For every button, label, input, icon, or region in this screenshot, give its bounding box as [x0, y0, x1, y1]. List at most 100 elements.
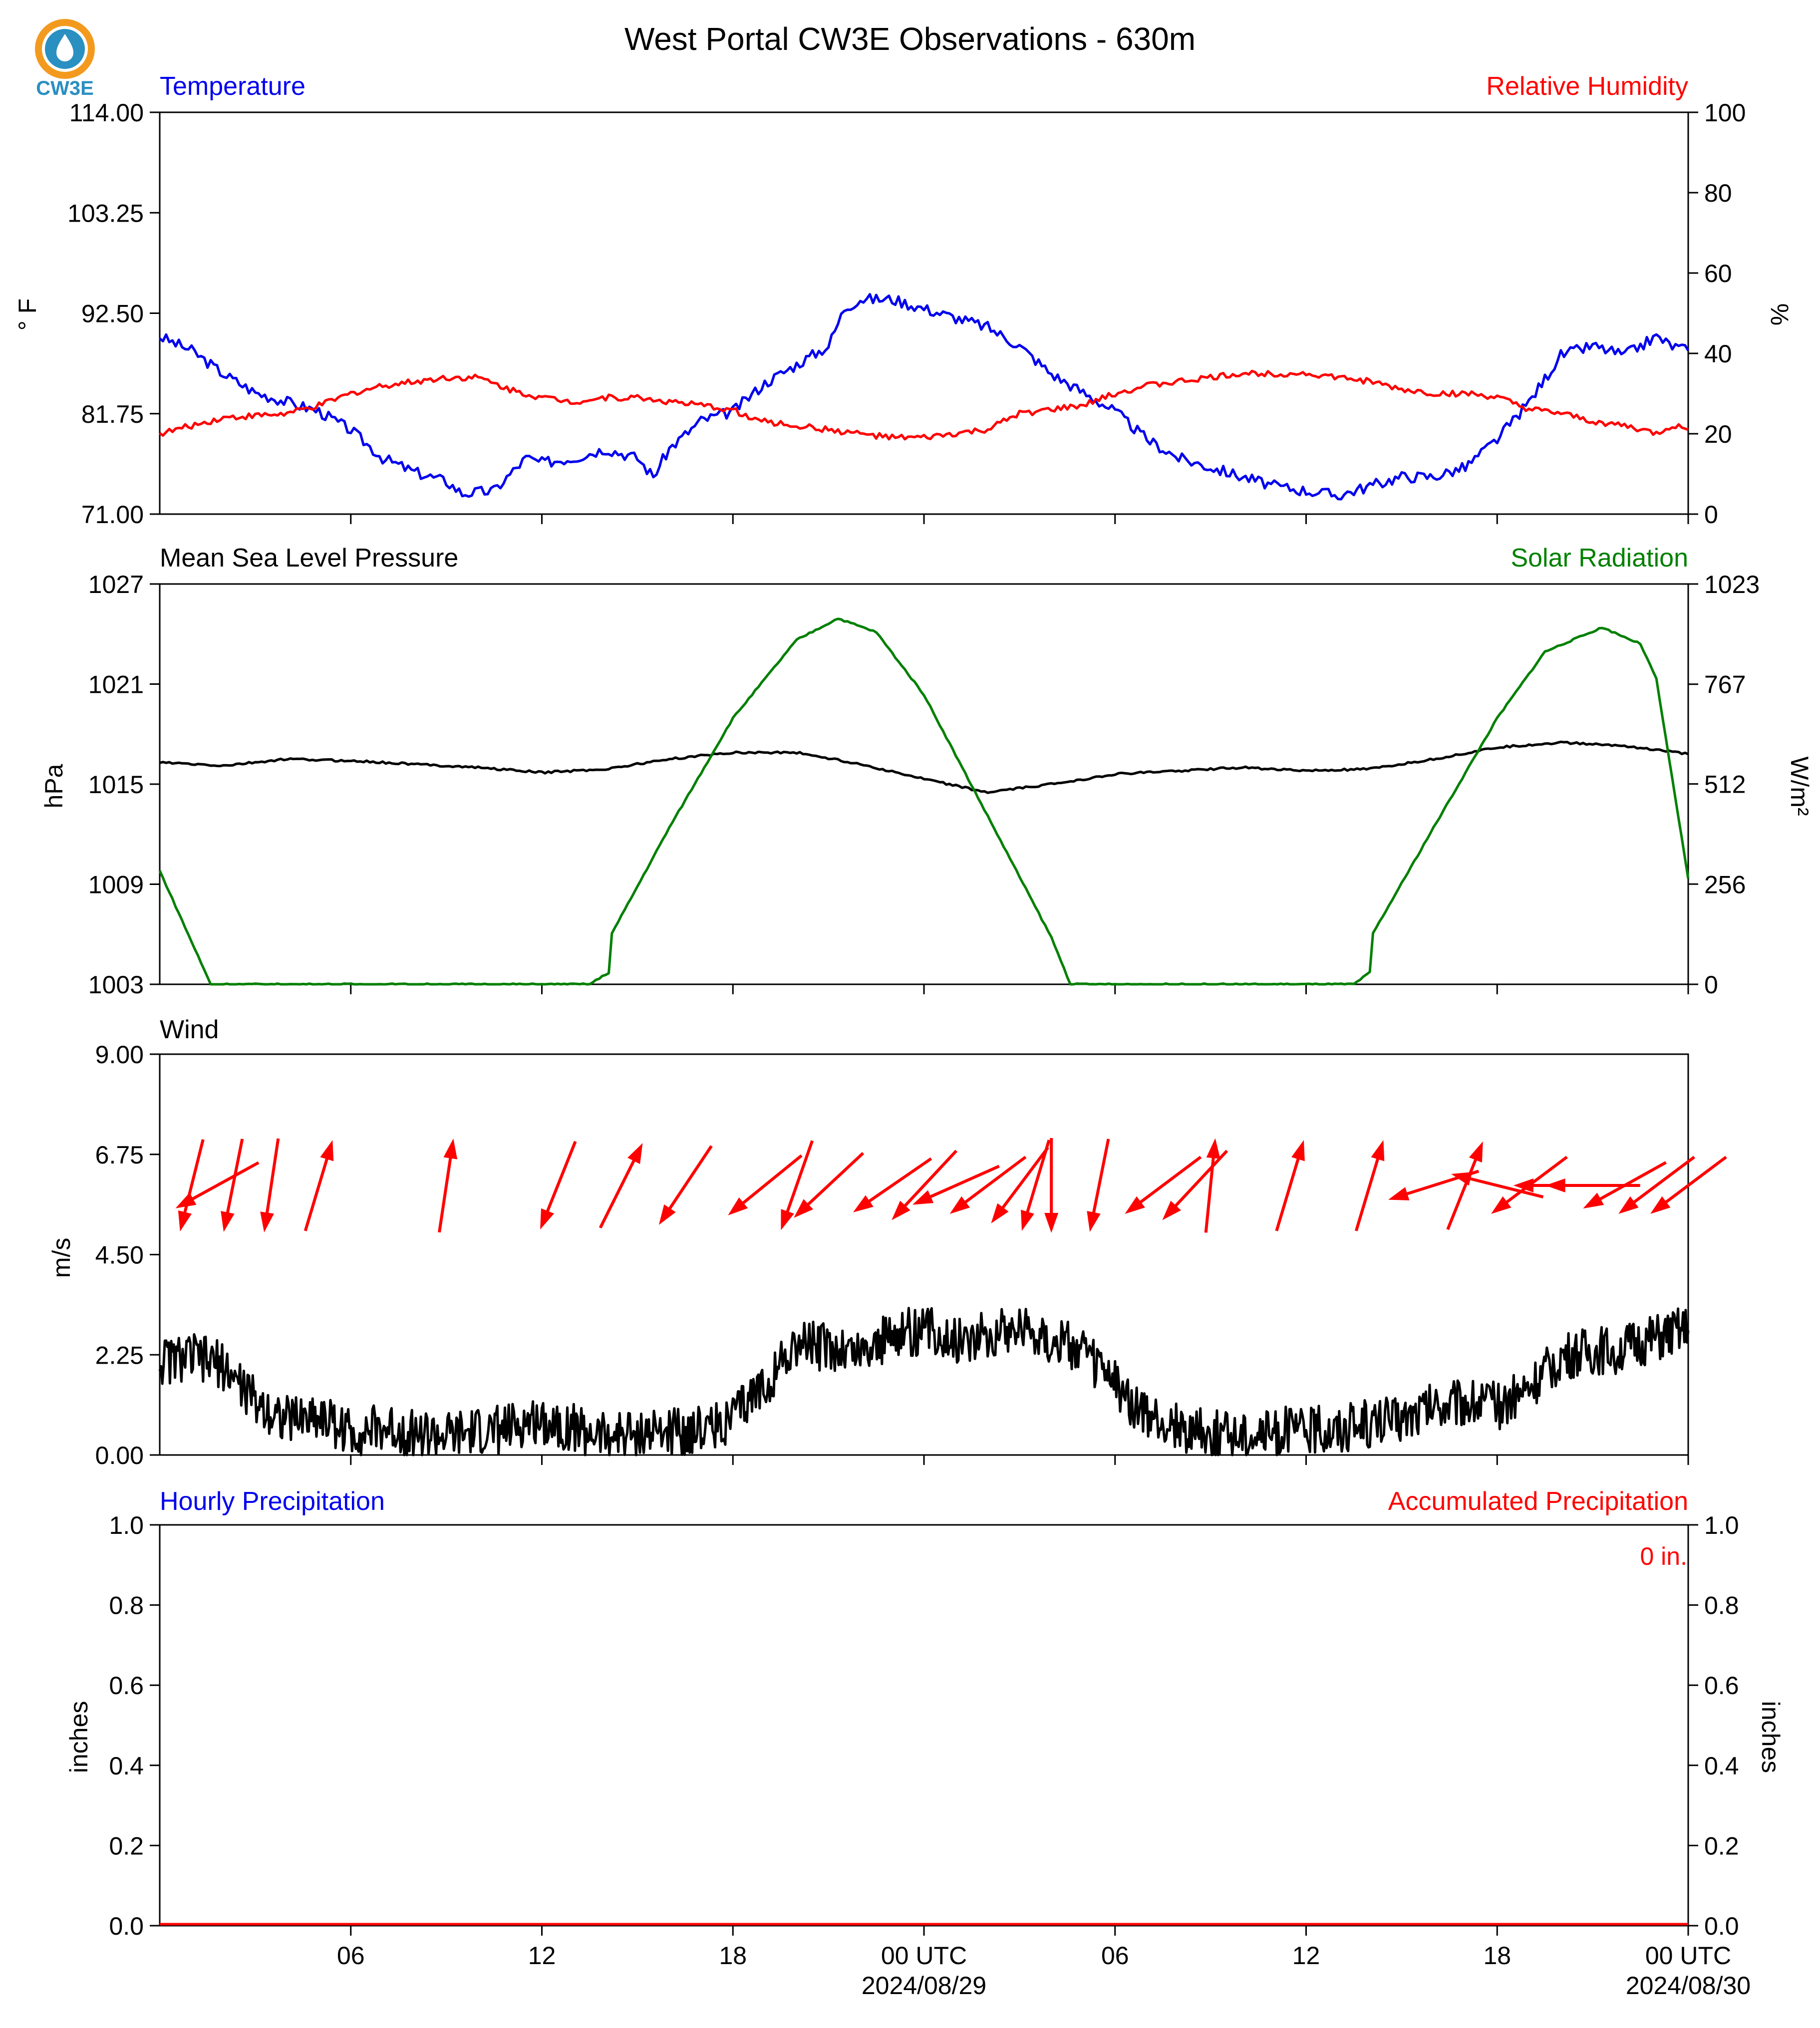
- y-tick-label-left: 92.50: [81, 300, 144, 328]
- plot-frame: [159, 111, 1689, 515]
- y-tick-label-left: 71.00: [81, 501, 144, 529]
- pressure-unit: hPa: [40, 764, 68, 808]
- wind-arrow: [1618, 1156, 1696, 1214]
- y-tick-label-right: 0.8: [1704, 1592, 1739, 1620]
- pressure-title: Mean Sea Level Pressure: [160, 544, 458, 573]
- hourly-precip-title: Hourly Precipitation: [160, 1487, 385, 1516]
- y-tick-label-left: 0.0: [109, 1912, 144, 1940]
- wind-arrow: [1650, 1156, 1727, 1214]
- precip-panel: Hourly Precipitation Accumulated Precipi…: [65, 1487, 1785, 1940]
- y-tick-label-right: 0: [1704, 971, 1718, 999]
- temperature-panel: Temperature Relative Humidity ° F % 71.0…: [13, 72, 1794, 529]
- x-date-label: 2024/08/30: [1626, 1972, 1751, 2000]
- y-tick-label-right: 1023: [1704, 571, 1760, 598]
- temperature-title: Temperature: [160, 72, 305, 101]
- wind-arrow: [912, 1164, 1000, 1205]
- wind-arrow: [1275, 1140, 1305, 1231]
- x-tick-label: 12: [1292, 1942, 1320, 1970]
- y-tick-label-right: 0.6: [1704, 1672, 1739, 1700]
- wind-arrow: [658, 1145, 713, 1225]
- y-tick-label-left: 1003: [88, 971, 144, 999]
- wind-arrow: [1162, 1150, 1228, 1220]
- precip-total-label: 0 in.: [1640, 1542, 1687, 1570]
- wind-arrow: [1451, 1172, 1544, 1198]
- wind-arrow: [794, 1152, 865, 1218]
- wind-arrow: [892, 1150, 958, 1220]
- series-relative-humidity: [159, 369, 1689, 441]
- y-tick-label-right: 1.0: [1704, 1511, 1739, 1539]
- cw3e-logo: CW3E: [27, 15, 102, 100]
- wind-arrow: [1044, 1138, 1059, 1233]
- series-mean-sea-level-pressure: [159, 740, 1689, 794]
- y-tick-label-right: 767: [1704, 671, 1746, 699]
- y-tick-label-right: 60: [1704, 260, 1732, 288]
- wind-arrow: [303, 1140, 334, 1231]
- y-tick-label-left: 1015: [88, 771, 144, 799]
- logo-text: CW3E: [36, 77, 94, 99]
- y-tick-label-left: 0.8: [109, 1592, 144, 1620]
- x-tick-label: 00 UTC: [1645, 1942, 1731, 1970]
- wind-arrow: [260, 1138, 280, 1232]
- wind-arrow: [1583, 1161, 1667, 1209]
- y-tick-label-right: 0.0: [1704, 1912, 1739, 1940]
- y-tick-label-right: 100: [1704, 99, 1746, 127]
- wind-panel: Wind m/s 0.00 2.25 4.50 6.75 9.00: [47, 1015, 1727, 1469]
- y-tick-label-left: 0.2: [109, 1832, 144, 1860]
- y-tick-label-left: 1027: [88, 571, 144, 598]
- y-tick-label-right: 256: [1704, 870, 1746, 898]
- y-tick-label-left: 103.25: [67, 199, 144, 227]
- y-tick-label-right: 0: [1704, 501, 1718, 529]
- wind-arrow: [1491, 1156, 1568, 1214]
- x-tick-label: 18: [1483, 1942, 1511, 1970]
- wind-arrow: [853, 1157, 932, 1212]
- wind-arrow: [221, 1139, 244, 1232]
- wind-arrow: [540, 1141, 577, 1230]
- y-tick-label-left: 81.75: [81, 400, 144, 428]
- x-tick-label: 06: [337, 1942, 365, 1970]
- series-solar-radiation: [158, 617, 1690, 986]
- y-tick-label-left: 0.6: [109, 1672, 144, 1700]
- x-tick-label: 06: [1101, 1942, 1129, 1970]
- precip-right-unit: inches: [1757, 1701, 1785, 1773]
- y-tick-label-left: 1021: [88, 671, 144, 699]
- wind-arrow: [1021, 1140, 1051, 1231]
- y-tick-label-left: 4.50: [95, 1241, 144, 1269]
- wind-arrow: [991, 1147, 1049, 1223]
- solar-unit: W/m²: [1786, 756, 1814, 816]
- y-tick-label-left: 1.0: [109, 1511, 144, 1539]
- y-tick-label-left: 0.00: [95, 1442, 144, 1469]
- x-tick-label: 18: [719, 1942, 747, 1970]
- y-tick-label-right: 80: [1704, 179, 1732, 207]
- wind-title: Wind: [160, 1015, 219, 1044]
- wind-arrow: [599, 1143, 643, 1229]
- y-tick-label-right: 0.2: [1704, 1832, 1739, 1860]
- water-drop-icon: [56, 34, 73, 61]
- wind-arrow: [1087, 1139, 1110, 1232]
- wind-arrow: [175, 1161, 260, 1208]
- y-tick-label-right: 0.4: [1704, 1752, 1739, 1780]
- y-tick-label-left: 114.00: [69, 99, 144, 127]
- y-tick-label-left: 2.25: [95, 1341, 144, 1369]
- wind-arrow: [728, 1154, 803, 1215]
- accum-precip-title: Accumulated Precipitation: [1388, 1487, 1688, 1516]
- y-tick-label-right: 512: [1704, 771, 1746, 799]
- wind-arrow: [178, 1139, 205, 1232]
- x-date-label: 2024/08/29: [862, 1972, 986, 2000]
- chart-title: West Portal CW3E Observations - 630m: [624, 21, 1196, 57]
- wind-arrow: [438, 1139, 458, 1233]
- wind-arrow: [1354, 1140, 1385, 1231]
- y-tick-label-left: 9.00: [95, 1041, 144, 1069]
- wind-arrow: [949, 1156, 1027, 1214]
- x-tick-label: 00 UTC: [881, 1942, 967, 1970]
- series-wind-speed: [158, 1307, 1690, 1456]
- wind-arrow: [1446, 1141, 1483, 1230]
- plot-frame: [159, 1053, 1689, 1456]
- humidity-unit: %: [1766, 303, 1794, 325]
- series-temperature: [159, 293, 1690, 501]
- plot-frame: [159, 1524, 1689, 1927]
- y-tick-label-right: 40: [1704, 340, 1732, 368]
- wind-unit: m/s: [47, 1238, 75, 1278]
- pressure-panel: Mean Sea Level Pressure Solar Radiation …: [40, 544, 1814, 999]
